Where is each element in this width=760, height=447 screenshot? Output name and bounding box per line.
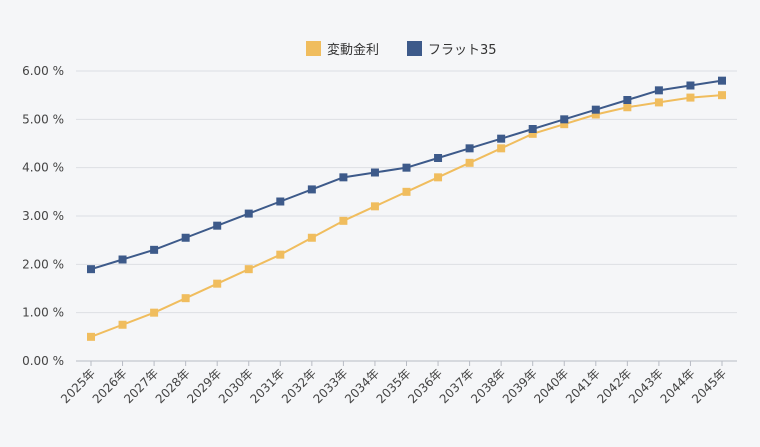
data-point-series-0[interactable] bbox=[118, 320, 127, 329]
data-point-series-1[interactable] bbox=[402, 163, 411, 172]
x-tick-label: 2036年 bbox=[405, 366, 445, 406]
data-point-series-0[interactable] bbox=[87, 332, 95, 341]
axes: 0.00 % 1.00 % 2.00 % 3.00 % 4.00 % 5.00 % 6.00… bbox=[22, 64, 737, 406]
data-point-series-0[interactable] bbox=[497, 144, 506, 153]
data-point-series-1[interactable] bbox=[465, 144, 474, 153]
data-point-series-1[interactable] bbox=[654, 86, 663, 95]
x-tick-label: 2043年 bbox=[626, 366, 666, 406]
data-point-series-0[interactable] bbox=[276, 250, 285, 259]
data-point-series-1[interactable] bbox=[623, 96, 632, 104]
data-point-series-1[interactable] bbox=[87, 265, 95, 274]
data-point-series-0[interactable] bbox=[181, 294, 190, 303]
x-tick-label: 2028年 bbox=[153, 366, 193, 406]
y-tick-label: 2.00 % bbox=[22, 257, 64, 271]
data-point-series-0[interactable] bbox=[686, 93, 695, 102]
x-tick-label: 2031年 bbox=[247, 366, 287, 406]
data-point-series-1[interactable] bbox=[528, 125, 537, 133]
x-tick-label: 2026年 bbox=[90, 366, 130, 406]
data-point-series-0[interactable] bbox=[528, 129, 537, 138]
y-tick-label: 3.00 % bbox=[22, 209, 64, 223]
data-point-series-1[interactable] bbox=[718, 76, 726, 85]
data-point-series-0[interactable] bbox=[623, 103, 632, 112]
data-point-series-0[interactable] bbox=[560, 120, 569, 129]
data-point-series-1[interactable] bbox=[118, 255, 127, 264]
data-point-series-0[interactable] bbox=[339, 216, 348, 225]
data-point-series-1[interactable] bbox=[276, 197, 285, 206]
data-point-series-0[interactable] bbox=[718, 91, 726, 100]
y-tick-label: 5.00 % bbox=[22, 112, 64, 126]
data-point-series-0[interactable] bbox=[654, 98, 663, 107]
data-point-series-0[interactable] bbox=[465, 158, 474, 167]
data-point-series-1[interactable] bbox=[686, 81, 695, 90]
x-tick-label: 2044年 bbox=[658, 366, 698, 406]
data-point-series-0[interactable] bbox=[591, 110, 600, 119]
data-point-series-0[interactable] bbox=[307, 233, 316, 242]
legend-swatch-1[interactable] bbox=[407, 41, 422, 56]
x-tick-label: 2040年 bbox=[531, 366, 571, 406]
x-tick-label: 2027年 bbox=[121, 366, 161, 406]
data-point-series-0[interactable] bbox=[150, 308, 159, 317]
x-tick-label: 2038年 bbox=[468, 366, 508, 406]
data-point-series-1[interactable] bbox=[181, 233, 190, 242]
legend-label-1[interactable]: フラット35 bbox=[428, 43, 497, 58]
x-tick-label: 2045年 bbox=[689, 366, 729, 406]
x-tick-label: 2025年 bbox=[58, 366, 98, 406]
data-point-series-0[interactable] bbox=[370, 202, 379, 211]
x-tick-label: 2034年 bbox=[342, 366, 382, 406]
data-point-series-1[interactable] bbox=[213, 221, 222, 230]
data-point-series-0[interactable] bbox=[402, 187, 411, 196]
legend-swatch-0[interactable] bbox=[306, 41, 321, 56]
data-point-series-0[interactable] bbox=[213, 279, 222, 288]
x-tick-label: 2037年 bbox=[437, 366, 477, 406]
data-point-series-1[interactable] bbox=[244, 209, 253, 218]
x-tick-label: 2039年 bbox=[500, 366, 540, 406]
data-point-series-1[interactable] bbox=[150, 245, 159, 254]
gridlines bbox=[76, 70, 737, 314]
data-point-series-0[interactable] bbox=[434, 173, 443, 182]
y-tick-label: 1.00 % bbox=[22, 306, 64, 320]
data-point-series-1[interactable] bbox=[560, 115, 569, 124]
data-point-series-1[interactable] bbox=[370, 168, 379, 177]
y-tick-label: 0.00 % bbox=[22, 354, 64, 368]
data-point-series-1[interactable] bbox=[307, 185, 316, 194]
data-point-series-1[interactable] bbox=[497, 134, 506, 143]
data-point-series-1[interactable] bbox=[591, 105, 600, 114]
x-tick-label: 2030年 bbox=[216, 366, 256, 406]
x-tick-label: 2029年 bbox=[184, 366, 224, 406]
x-tick-label: 2042年 bbox=[594, 366, 634, 406]
x-tick-label: 2035年 bbox=[374, 366, 414, 406]
y-tick-label: 6.00 % bbox=[22, 64, 64, 78]
data-point-series-1[interactable] bbox=[434, 154, 443, 162]
y-tick-label: 4.00 % bbox=[22, 161, 64, 175]
data-point-series-1[interactable] bbox=[339, 173, 348, 182]
legend: 変動金利 フラット35 bbox=[306, 41, 497, 58]
x-tick-label: 2032年 bbox=[279, 366, 319, 406]
data-point-series-0[interactable] bbox=[244, 265, 253, 274]
x-tick-label: 2041年 bbox=[563, 366, 603, 406]
series-layer bbox=[87, 76, 726, 341]
x-tick-label: 2033年 bbox=[311, 366, 351, 406]
legend-label-0[interactable]: 変動金利 bbox=[327, 42, 379, 58]
